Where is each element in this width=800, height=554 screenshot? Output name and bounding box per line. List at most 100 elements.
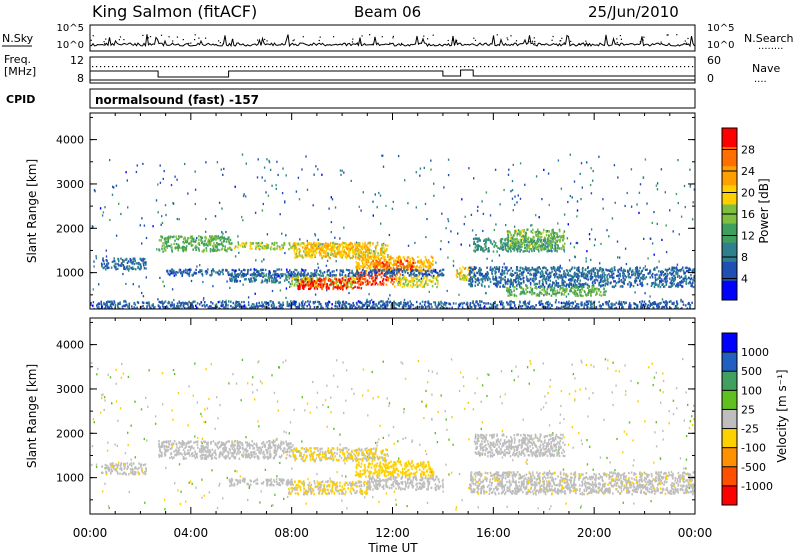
power-cell bbox=[432, 263, 434, 266]
power-cell bbox=[522, 241, 525, 244]
power-cell bbox=[429, 264, 431, 267]
power-cell bbox=[550, 235, 553, 238]
power-cell bbox=[546, 249, 549, 253]
power-cell bbox=[459, 267, 461, 270]
power-cell bbox=[574, 282, 576, 285]
power-cell bbox=[311, 254, 313, 257]
power-echo bbox=[508, 168, 510, 171]
power-cell bbox=[498, 276, 501, 279]
power-cell bbox=[691, 283, 693, 286]
power-echo bbox=[425, 236, 427, 239]
power-cell bbox=[502, 285, 504, 288]
power-cell bbox=[513, 286, 515, 289]
power-cell bbox=[549, 273, 551, 276]
power-cell bbox=[292, 277, 295, 280]
power-cell bbox=[511, 237, 514, 240]
power-cell bbox=[423, 276, 425, 279]
power-echo bbox=[212, 285, 214, 288]
power-cell bbox=[361, 260, 364, 263]
power-cell bbox=[521, 245, 523, 248]
power-echo bbox=[298, 302, 300, 305]
noise-search-dot bbox=[619, 35, 621, 37]
power-echo bbox=[263, 258, 265, 261]
power-echo bbox=[571, 196, 573, 199]
power-cell bbox=[506, 249, 508, 252]
power-cell bbox=[107, 262, 110, 265]
power-cell bbox=[352, 271, 354, 275]
power-cell bbox=[636, 267, 638, 270]
noise-search-dot bbox=[149, 36, 152, 38]
power-echo bbox=[379, 194, 382, 197]
power-cell bbox=[300, 283, 302, 286]
noise-search-dot bbox=[578, 43, 580, 45]
power-cell bbox=[596, 275, 598, 278]
power-cell bbox=[477, 237, 479, 240]
power-cell bbox=[550, 243, 552, 246]
power-echo bbox=[194, 170, 196, 173]
power-cell bbox=[461, 274, 463, 278]
power-echo bbox=[249, 280, 251, 283]
power-cell bbox=[482, 277, 485, 280]
power-cell bbox=[467, 268, 470, 271]
power-cell bbox=[301, 280, 303, 283]
power-cell bbox=[294, 242, 296, 246]
power-echo bbox=[161, 215, 163, 218]
power-cell bbox=[244, 269, 246, 272]
power-cell bbox=[328, 256, 331, 259]
power-cell bbox=[502, 277, 504, 280]
power-echo bbox=[576, 215, 578, 218]
power-cell bbox=[366, 273, 368, 276]
power-echo bbox=[585, 277, 588, 280]
power-cell bbox=[260, 269, 262, 272]
power-cell bbox=[369, 241, 372, 244]
power-cell bbox=[333, 274, 336, 277]
power-cell bbox=[192, 240, 194, 243]
power-cell bbox=[534, 286, 536, 289]
power-cell bbox=[372, 262, 374, 266]
power-cell bbox=[115, 268, 117, 271]
power-cell bbox=[515, 243, 517, 246]
power-cell bbox=[329, 242, 332, 245]
power-cell bbox=[179, 235, 181, 238]
power-cell bbox=[225, 249, 227, 252]
power-cell bbox=[355, 276, 358, 279]
power-cell bbox=[483, 239, 485, 242]
power-cell bbox=[517, 246, 519, 249]
power-cell bbox=[143, 264, 145, 267]
power-cell bbox=[292, 246, 294, 249]
power-cell bbox=[523, 228, 525, 232]
power-cell bbox=[489, 278, 491, 281]
power-cell bbox=[542, 266, 545, 269]
power-cell bbox=[348, 249, 350, 253]
power-cell bbox=[194, 240, 197, 244]
power-cell bbox=[185, 245, 188, 248]
power-echo bbox=[93, 260, 95, 263]
power-cell bbox=[306, 254, 309, 257]
power-cell bbox=[543, 228, 545, 231]
power-cell bbox=[283, 243, 286, 246]
power-cell bbox=[380, 283, 382, 286]
power-cell bbox=[103, 262, 106, 265]
power-cell bbox=[398, 277, 401, 280]
noise-search-dot bbox=[372, 43, 374, 45]
power-echo bbox=[617, 256, 619, 259]
power-echo bbox=[339, 237, 341, 240]
power-cell bbox=[208, 239, 210, 243]
power-cell bbox=[436, 285, 438, 289]
power-cell bbox=[565, 287, 567, 290]
power-cell bbox=[235, 245, 237, 248]
power-cell bbox=[473, 267, 476, 270]
power-cell bbox=[590, 294, 592, 297]
power-echo bbox=[279, 213, 281, 216]
power-cell bbox=[567, 272, 570, 275]
power-cell bbox=[290, 246, 292, 249]
power-cell bbox=[358, 286, 360, 289]
power-cell bbox=[525, 236, 527, 239]
power-cell bbox=[494, 282, 497, 285]
power-cell bbox=[276, 244, 279, 248]
power-cell bbox=[404, 280, 407, 284]
power-cell bbox=[580, 283, 582, 286]
power-echo bbox=[339, 169, 342, 172]
power-echo bbox=[229, 286, 231, 289]
power-cell bbox=[169, 235, 172, 238]
